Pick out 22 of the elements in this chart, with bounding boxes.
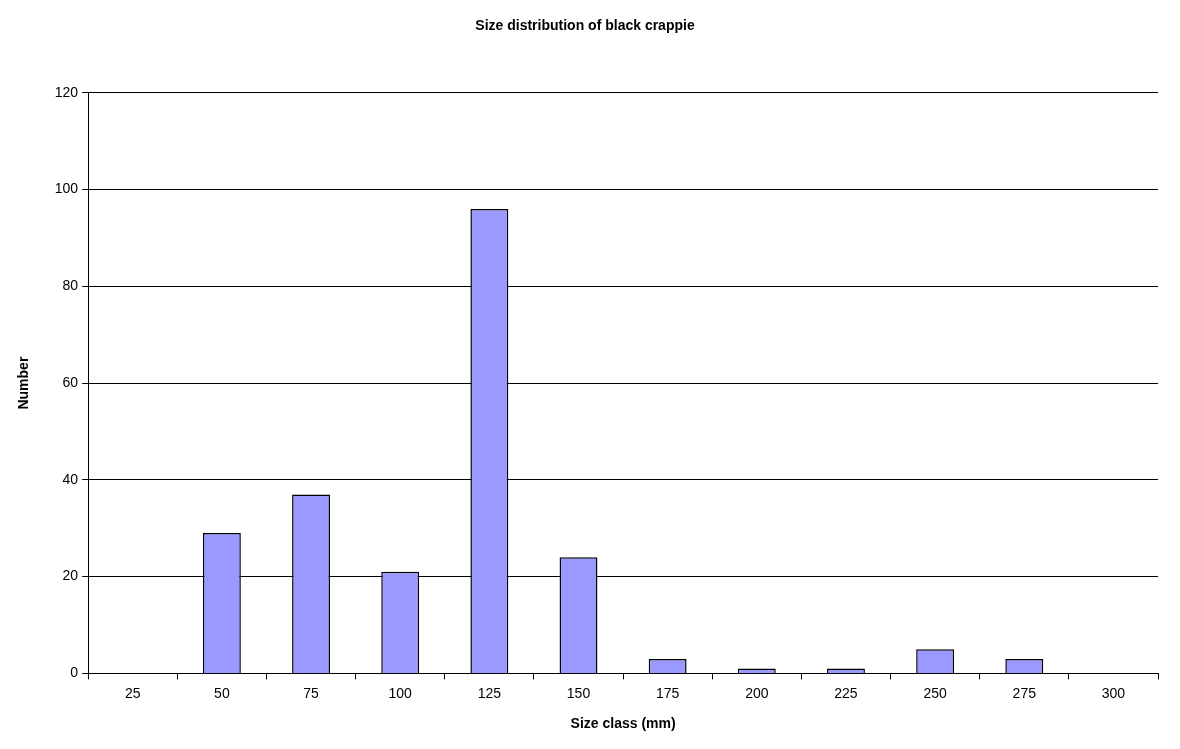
y-tick-label: 40: [62, 470, 79, 487]
x-tick-label: 100: [388, 684, 413, 701]
x-tick-label: 125: [477, 684, 502, 701]
x-tick-label: 175: [655, 684, 680, 701]
x-tick-label: 200: [745, 684, 769, 701]
y-axis-title: Number: [15, 356, 32, 410]
y-tick-label: 100: [54, 180, 79, 197]
x-tick-label: 50: [214, 684, 230, 701]
y-tick-label: 80: [62, 277, 79, 294]
y-tick-label: 60: [62, 373, 79, 390]
y-tick-label: 120: [54, 83, 79, 100]
x-tick-label: 75: [303, 684, 320, 701]
x-tick-label: 300: [1101, 684, 1126, 701]
x-tick-label: 150: [566, 684, 591, 701]
y-tick-label: 0: [70, 664, 79, 681]
x-tick-label: 225: [834, 684, 858, 701]
chart-title: Size distribution of black crappie: [475, 17, 695, 34]
y-tick-label: 20: [62, 567, 79, 584]
x-tick-label: 25: [124, 684, 141, 701]
x-tick-label: 250: [923, 684, 948, 701]
x-axis-title: Size class (mm): [570, 715, 676, 732]
x-tick-label: 275: [1012, 684, 1037, 701]
